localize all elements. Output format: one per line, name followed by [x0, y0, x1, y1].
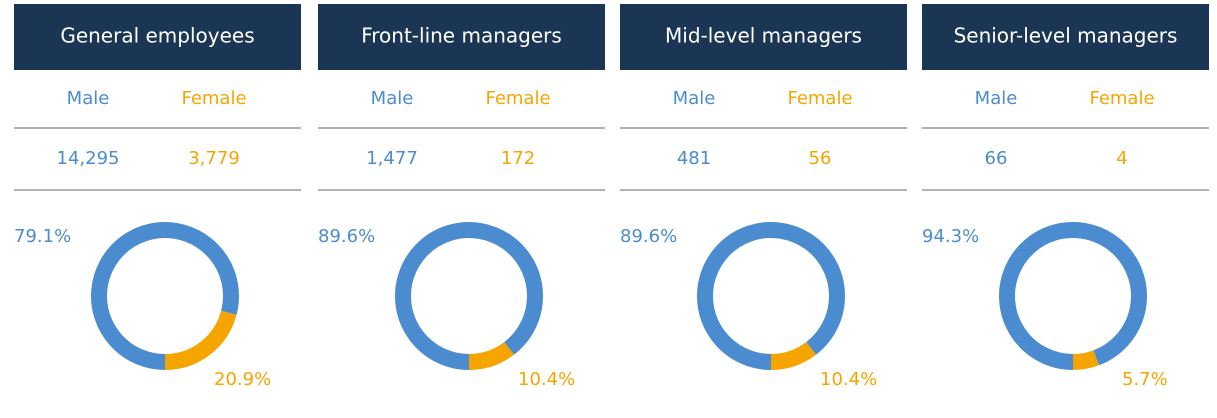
donut-segment: [770, 341, 816, 370]
column-label: Female: [1089, 88, 1154, 109]
percent-label: 20.9%: [214, 369, 271, 390]
percent-label: 10.4%: [518, 369, 575, 390]
count: 14,295: [57, 148, 120, 169]
header-bg: [620, 4, 907, 70]
header-title: Mid-level managers: [665, 24, 862, 48]
count: 172: [501, 148, 535, 169]
donut-segment: [697, 222, 845, 370]
column-label: Male: [371, 88, 414, 109]
percent-label: 79.1%: [14, 226, 71, 247]
count: 56: [809, 148, 832, 169]
column-label: Male: [975, 88, 1018, 109]
column-label: Male: [673, 88, 716, 109]
count: 66: [985, 148, 1008, 169]
header-title: Front-line managers: [361, 24, 562, 48]
header-bg: [14, 4, 301, 70]
header-title: Senior-level managers: [954, 24, 1178, 48]
column-label: Female: [181, 88, 246, 109]
percent-label: 5.7%: [1122, 369, 1168, 390]
donut-segment: [164, 310, 237, 370]
header-bg: [922, 4, 1209, 70]
donut-segment: [468, 341, 514, 370]
header-title: General employees: [60, 24, 254, 48]
percent-label: 94.3%: [922, 226, 979, 247]
donut-segment: [91, 222, 239, 370]
column-label: Male: [67, 88, 110, 109]
column-label: Female: [787, 88, 852, 109]
percent-label: 10.4%: [820, 369, 877, 390]
count: 481: [677, 148, 711, 169]
donut-segment: [395, 222, 543, 370]
count: 3,779: [188, 148, 240, 169]
donut-segment: [1072, 350, 1099, 370]
donut-segment: [999, 222, 1147, 370]
column-label: Female: [485, 88, 550, 109]
header-bg: [318, 4, 605, 70]
count: 4: [1116, 148, 1127, 169]
percent-label: 89.6%: [318, 226, 375, 247]
percent-label: 89.6%: [620, 226, 677, 247]
count: 1,477: [366, 148, 418, 169]
